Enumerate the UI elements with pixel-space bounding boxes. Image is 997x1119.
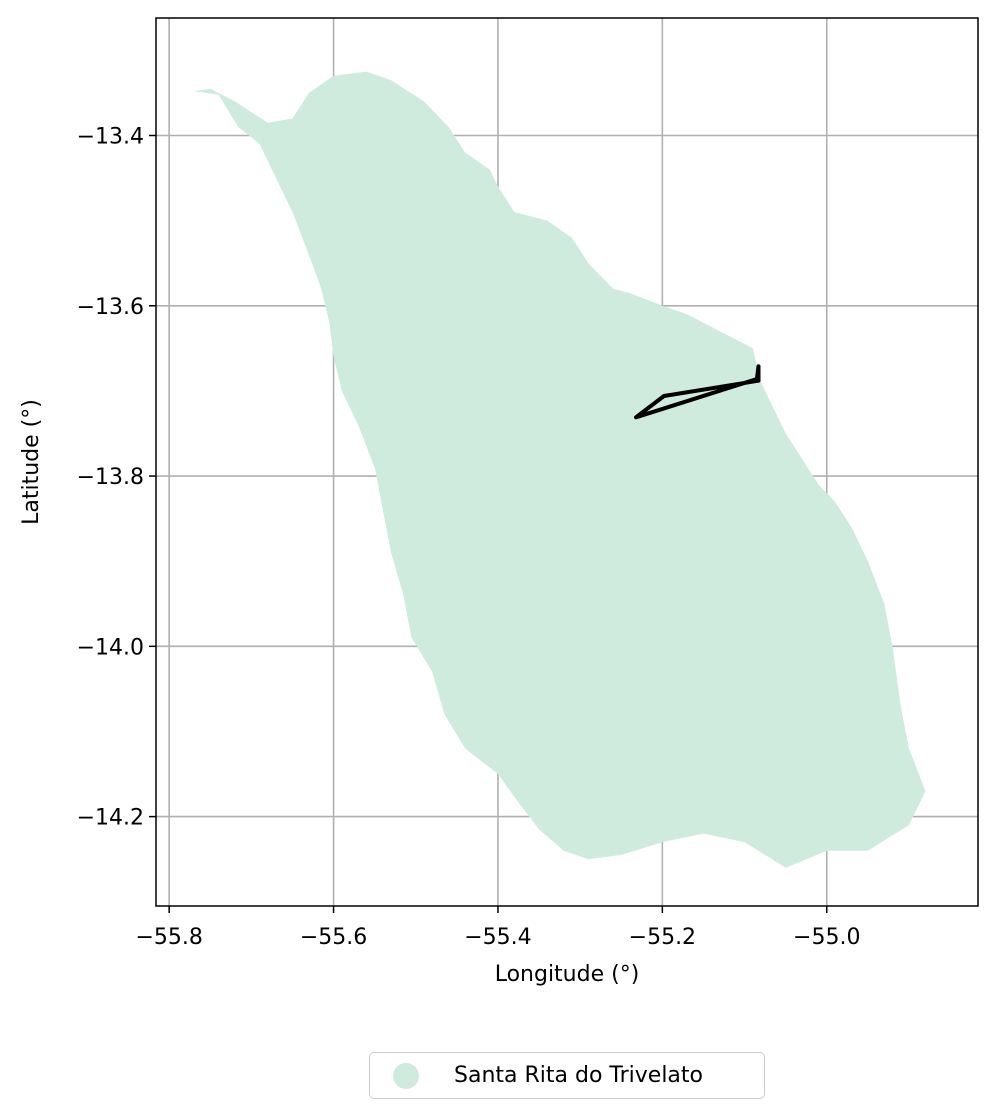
y-axis-label: Latitude (°) [19, 399, 44, 525]
y-tick-label: −14.2 [77, 806, 144, 831]
y-tick-label: −13.8 [77, 465, 144, 490]
x-tick-label: −55.8 [135, 925, 202, 950]
plot-frame [155, 17, 979, 907]
y-tick-label: −13.4 [77, 124, 144, 149]
y-axis-ticks: −13.4 −13.6 −13.8 −14.0 −14.2 [77, 124, 156, 831]
x-axis-ticks: −55.8 −55.6 −55.4 −55.2 −55.0 [135, 906, 860, 950]
y-tick-label: −13.6 [77, 295, 144, 320]
x-tick-label: −55.2 [629, 925, 696, 950]
x-tick-label: −55.4 [464, 925, 531, 950]
parcel-outline [634, 364, 761, 420]
legend: Santa Rita do Trivelato [369, 1052, 765, 1099]
municipality-region [193, 71, 926, 868]
legend-marker [393, 1062, 419, 1089]
legend-label: Santa Rita do Trivelato [454, 1063, 704, 1088]
x-tick-label: −55.6 [300, 925, 367, 950]
x-tick-label: −55.0 [793, 925, 860, 950]
x-axis-label: Longitude (°) [495, 962, 640, 987]
y-tick-label: −14.0 [77, 635, 144, 660]
